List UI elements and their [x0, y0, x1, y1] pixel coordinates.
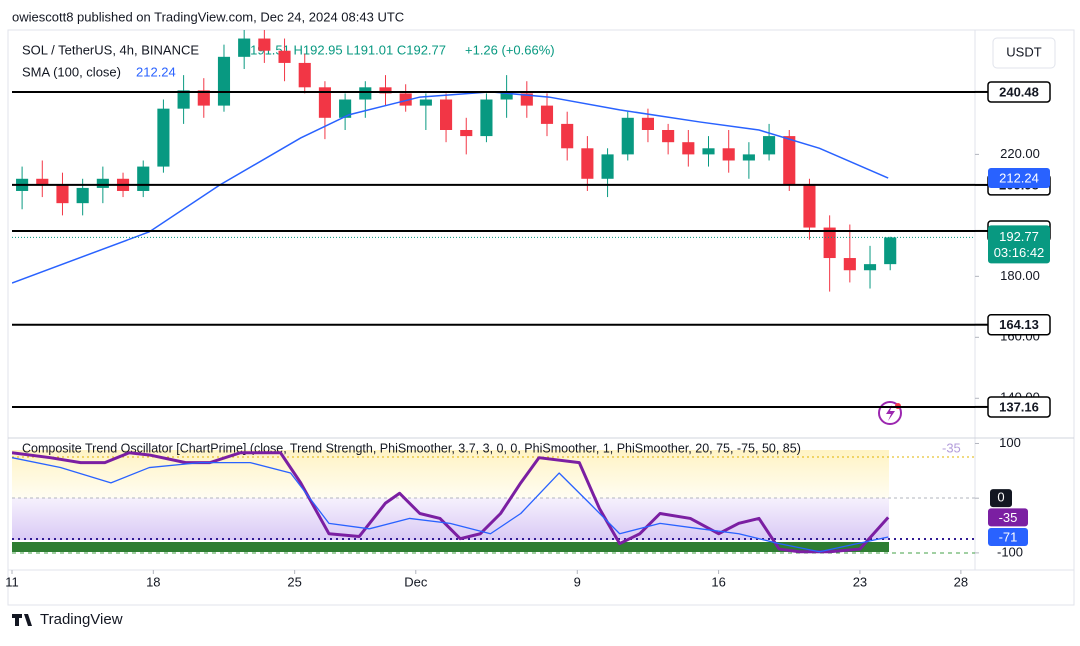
x-tick-label: 9	[574, 574, 581, 589]
y-tick-label: 180.00	[1000, 268, 1040, 283]
bear-zone	[12, 498, 889, 540]
y-tick-label: 100	[999, 435, 1021, 450]
candle-body	[581, 148, 594, 179]
legend-ohlc: O191.51 H192.95 L191.01 C192.77	[240, 42, 446, 57]
oscillator-line	[12, 451, 890, 554]
candle-body	[359, 87, 372, 100]
level-label-box	[987, 313, 1051, 336]
level-label: 137.16	[999, 399, 1039, 414]
zero-box	[990, 489, 1012, 508]
sma-legend: SMA (100, close)	[22, 64, 121, 79]
oscillator-value-label: -71	[999, 529, 1018, 544]
symbol-title: SOL / TetherUS, 4h, BINANCE	[22, 42, 199, 57]
x-tick-label: 11	[5, 574, 19, 589]
candle-body	[137, 166, 150, 191]
oscillator-zones	[12, 450, 975, 554]
alert-bolt	[886, 405, 895, 421]
brand-logo	[12, 614, 32, 626]
oscillator-value-box	[988, 528, 1028, 547]
candle-body	[96, 178, 109, 188]
candle-body	[480, 99, 493, 137]
candle-body	[177, 90, 190, 109]
publisher: owiescott8 published on TradingView.com,…	[12, 9, 404, 24]
axes: 140.00160.00180.00220.00111825Dec9162328…	[5, 81, 1051, 589]
candle-body	[379, 87, 392, 94]
candle-body	[823, 227, 836, 259]
candle-body	[500, 93, 513, 100]
oscillator-line	[12, 457, 889, 553]
candle-body	[238, 38, 251, 57]
oscillator-plot	[12, 451, 890, 554]
brand: TradingView	[40, 611, 123, 628]
last-price-box	[988, 225, 1050, 264]
x-tick-label: 16	[711, 574, 725, 589]
candle-body	[76, 187, 89, 204]
candle-body	[56, 184, 69, 204]
x-tick-label: 23	[853, 574, 867, 589]
candle-body	[298, 62, 311, 88]
candle-body	[843, 258, 856, 271]
candle-body	[783, 136, 796, 185]
x-tick-label: 25	[287, 574, 301, 589]
candle-body	[36, 178, 49, 185]
x-tick-label: 18	[146, 574, 160, 589]
candle-body	[702, 148, 715, 155]
frame	[7, 29, 1075, 606]
candle-body	[197, 90, 210, 106]
sma-legend-value: 212.24	[136, 64, 176, 79]
oscillator-title: Composite Trend Oscillator [ChartPrime] …	[22, 441, 801, 455]
candle-body	[217, 56, 231, 106]
candle-body	[722, 148, 735, 161]
candle-body	[561, 123, 574, 149]
candle-body	[863, 264, 877, 271]
candle-body	[339, 99, 352, 118]
x-tick-label: Dec	[404, 574, 428, 589]
candle-body	[662, 129, 675, 143]
price-plot	[12, 30, 975, 408]
candle-body	[682, 142, 695, 155]
sma-price-label: 212.24	[999, 170, 1039, 185]
candle-body	[258, 38, 271, 51]
oscillator-value-label: -35	[999, 510, 1018, 525]
oscillator-value-box	[988, 508, 1028, 527]
candle-body	[742, 154, 755, 161]
candle-body	[621, 117, 634, 155]
candle-body	[399, 93, 412, 106]
legend-change: +1.26 (+0.66%)	[465, 42, 555, 57]
candle-body	[460, 129, 473, 137]
y-tick-label: 0	[997, 490, 1004, 505]
candle-body	[318, 87, 331, 118]
candle-body	[641, 117, 654, 130]
candle-body	[440, 99, 453, 130]
currency[interactable]: USDT	[1006, 44, 1041, 59]
y-tick-label: -100	[997, 544, 1023, 559]
candle-body	[157, 108, 170, 167]
candle-body	[601, 154, 614, 179]
level-label-box	[987, 396, 1051, 418]
candle-body	[278, 50, 291, 63]
y-tick-label: 220.00	[1000, 146, 1040, 161]
currency-button[interactable]	[992, 37, 1056, 69]
last-price-label: 192.77	[999, 229, 1039, 244]
countdown: 03:16:42	[994, 245, 1045, 260]
extreme-zone	[12, 542, 889, 552]
oscillator-legend-value: -35	[942, 440, 961, 455]
sma-price-box	[988, 168, 1050, 189]
level-label: 164.13	[999, 317, 1039, 332]
candle-body	[763, 136, 776, 155]
candle-body	[884, 237, 897, 265]
candle-body	[520, 93, 533, 106]
level-label-box	[987, 81, 1051, 103]
candle-body	[803, 184, 816, 228]
candle-body	[540, 105, 554, 124]
candle-body	[419, 99, 432, 106]
x-tick-label: 28	[954, 574, 968, 589]
level-label: 240.48	[999, 84, 1039, 99]
